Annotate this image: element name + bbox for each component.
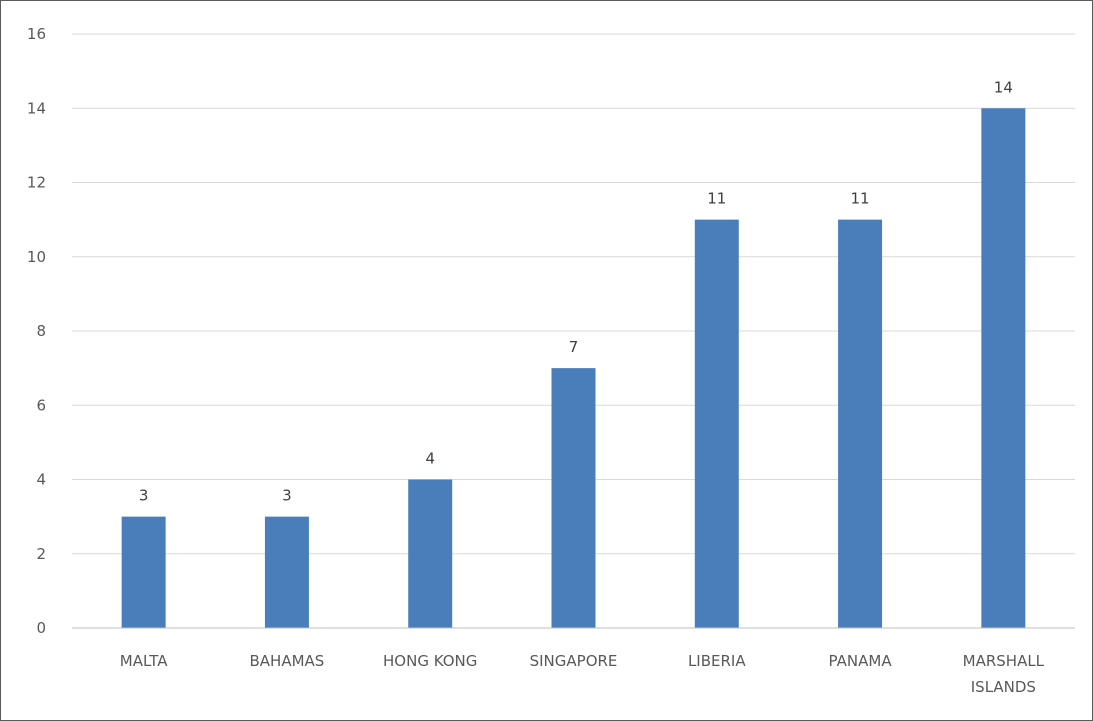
- category-label-malta: MALTA: [120, 652, 168, 670]
- data-labels: 3 3 4 7 11 11 14: [139, 78, 1013, 504]
- y-tick-label-4: 4: [36, 471, 46, 489]
- bars: [121, 108, 1026, 628]
- gridlines: [72, 33, 1075, 555]
- category-label-marshall-islands: MARSHALL ISLANDS: [963, 652, 1045, 696]
- data-label-singapore: 7: [569, 338, 579, 356]
- bar-singapore: [551, 368, 596, 628]
- y-tick-label-14: 14: [27, 99, 46, 117]
- y-tick-label-0: 0: [36, 619, 46, 637]
- y-tick-label-2: 2: [36, 545, 46, 563]
- y-tick-label-6: 6: [36, 396, 46, 414]
- x-axis-category-labels: MALTA BAHAMAS HONG KONG SINGAPORE LIBERIA PAN…: [120, 652, 1045, 696]
- data-label-liberia: 11: [707, 190, 726, 208]
- y-tick-label-8: 8: [36, 322, 46, 340]
- category-label-bahamas: BAHAMAS: [250, 652, 325, 670]
- data-label-hong-kong: 4: [425, 450, 435, 468]
- y-tick-label-16: 16: [27, 25, 46, 43]
- data-label-marshall-islands: 14: [994, 78, 1013, 96]
- data-label-bahamas: 3: [282, 487, 292, 505]
- category-label-hong-kong: HONG KONG: [383, 652, 477, 670]
- y-tick-label-10: 10: [27, 248, 46, 266]
- data-label-malta: 3: [139, 487, 149, 505]
- data-label-panama: 11: [851, 190, 870, 208]
- bar-bahamas: [264, 516, 309, 628]
- bar-hong-kong: [408, 479, 453, 628]
- category-label-liberia: LIBERIA: [688, 652, 746, 670]
- bar-malta: [121, 516, 166, 628]
- bar-marshall-islands: [981, 108, 1026, 628]
- y-axis-tick-labels: 0 2 4 6 8 10 12 14 16: [27, 25, 46, 637]
- bar-liberia: [694, 219, 739, 628]
- y-tick-label-12: 12: [27, 174, 46, 192]
- category-label-panama: PANAMA: [829, 652, 893, 670]
- bar-panama: [838, 219, 883, 628]
- category-label-singapore: SINGAPORE: [530, 652, 618, 670]
